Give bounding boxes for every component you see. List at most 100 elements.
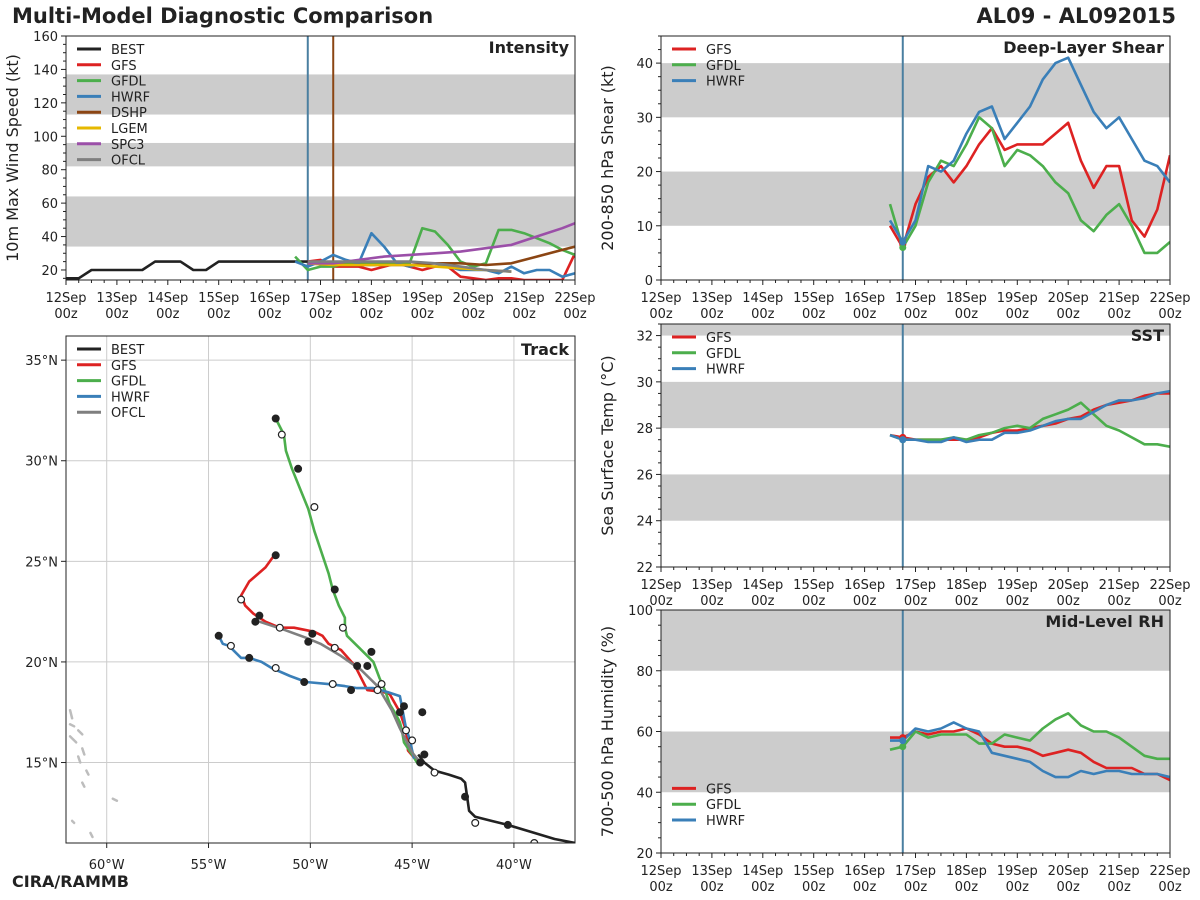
intensity-xtick-label: 00z: [411, 307, 435, 322]
track-position-marker: [402, 726, 411, 735]
credit-label: CIRA/RAMMB: [12, 872, 129, 891]
sst-xtick-label: 00z: [700, 594, 724, 609]
shear-xtick-label: 21Sep: [1099, 291, 1140, 306]
track-position-marker: [377, 680, 386, 689]
shear-xtick-label: 00z: [1158, 307, 1182, 322]
rh-xtick-label: 20Sep: [1048, 864, 1089, 879]
shear-xtick-label: 16Sep: [844, 291, 885, 306]
sst-xtick-label: 00z: [853, 594, 877, 609]
intensity-series-best: [66, 260, 308, 280]
sst-legend-label: GFDL: [706, 347, 742, 362]
intensity-xtick-label: 00z: [512, 307, 536, 322]
sst-ytick-label: 26: [636, 468, 653, 483]
rh-xtick-label: 00z: [1057, 880, 1081, 895]
track-title: Track: [521, 340, 569, 359]
track-legend-label: BEST: [111, 343, 144, 358]
rh-xtick-label: 22Sep: [1149, 864, 1190, 879]
rh-series-gfdl: [889, 711, 1170, 761]
intensity-xtick-label: 16Sep: [249, 291, 290, 306]
intensity-series-ofcl: [307, 260, 512, 273]
track-position-marker: [300, 678, 309, 687]
intensity-xtick-label: 21Sep: [504, 291, 545, 306]
intensity-legend-label: HWRF: [111, 90, 150, 105]
track-position-marker: [255, 611, 264, 620]
track-position-marker: [271, 551, 280, 560]
sst-xtick-label: 17Sep: [895, 578, 936, 593]
track-xtick-label: 45°W: [394, 858, 430, 873]
track-position-marker: [304, 637, 313, 646]
storm-id: AL09 - AL092015: [976, 4, 1177, 28]
shear-xtick-label: 19Sep: [997, 291, 1038, 306]
sst-xtick-label: 15Sep: [793, 578, 834, 593]
rh-xtick-label: 00z: [853, 880, 877, 895]
intensity-xtick-label: 00z: [54, 307, 78, 322]
shear-band: [661, 63, 1170, 118]
shear-series-hwrf: [888, 56, 1170, 244]
shear-marker-gfdl: [899, 243, 907, 251]
intensity-xtick-label: 00z: [563, 307, 587, 322]
intensity-ytick-label: 60: [41, 197, 58, 212]
sst-xtick-label: 18Sep: [946, 578, 987, 593]
shear-xtick-label: 00z: [1057, 307, 1081, 322]
intensity-ylabel: 10m Max Wind Speed (kt): [3, 54, 22, 262]
sst-ylabel: Sea Surface Temp (°C): [598, 355, 617, 535]
track-coastline: [76, 755, 82, 764]
track-position-marker: [408, 736, 417, 745]
shear-xtick-label: 20Sep: [1048, 291, 1089, 306]
shear-legend-label: GFDL: [706, 59, 742, 74]
shear-xtick-label: 00z: [853, 307, 877, 322]
track-ytick-label: 15°N: [25, 757, 58, 772]
track-coastline: [68, 723, 76, 728]
track-coastline: [81, 781, 86, 788]
rh-xtick-label: 00z: [1006, 880, 1030, 895]
track-position-marker: [214, 631, 223, 640]
track-coastline: [89, 831, 94, 839]
rh-xtick-label: 12Sep: [640, 864, 681, 879]
shear-xtick-label: 00z: [700, 307, 724, 322]
track-series-gfs: [239, 552, 420, 764]
shear-ytick-label: 30: [636, 111, 653, 126]
rh-xtick-label: 00z: [649, 880, 673, 895]
sst-xtick-label: 00z: [751, 594, 775, 609]
rh-ytick-label: 60: [636, 726, 653, 741]
track-position-marker: [294, 464, 303, 473]
intensity-legend-label: BEST: [111, 43, 144, 58]
track-coastline: [85, 769, 90, 776]
intensity-xtick-label: 00z: [258, 307, 282, 322]
track-coastline: [111, 797, 119, 802]
shear-xtick-label: 13Sep: [691, 291, 732, 306]
track-position-marker: [277, 430, 286, 439]
rh-band: [661, 610, 1170, 671]
sst-ytick-label: 22: [636, 561, 653, 576]
track-xtick-label: 50°W: [292, 858, 328, 873]
track-position-marker: [471, 818, 480, 827]
intensity-xtick-label: 00z: [462, 307, 486, 322]
shear-xtick-label: 17Sep: [895, 291, 936, 306]
shear-ytick-label: 20: [636, 166, 653, 181]
intensity-legend-label: GFDL: [111, 75, 147, 90]
intensity-panel: 2040608010012014016012Sep00z13Sep00z14Se…: [3, 30, 596, 322]
intensity-ytick-label: 40: [41, 231, 58, 246]
sst-band: [661, 381, 1170, 429]
sst-xtick-label: 21Sep: [1099, 578, 1140, 593]
track-position-marker: [416, 758, 425, 767]
track-position-marker: [226, 641, 235, 650]
page-title: Multi-Model Diagnostic Comparison: [12, 4, 434, 28]
rh-ytick-label: 80: [636, 665, 653, 680]
shear-xtick-label: 18Sep: [946, 291, 987, 306]
shear-panel: 01020304012Sep00z13Sep00z14Sep00z15Sep00…: [598, 35, 1191, 322]
sst-xtick-label: 00z: [802, 594, 826, 609]
track-legend-label: HWRF: [111, 390, 150, 405]
rh-xtick-label: 00z: [1107, 880, 1131, 895]
track-xtick-label: 55°W: [191, 858, 227, 873]
track-xtick-label: 60°W: [89, 858, 125, 873]
rh-ylabel: 700-500 hPa Humidity (%): [598, 626, 617, 837]
track-position-marker: [353, 661, 362, 670]
track-position-marker: [308, 629, 317, 638]
rh-xtick-label: 18Sep: [946, 864, 987, 879]
rh-xtick-label: 00z: [802, 880, 826, 895]
intensity-xtick-label: 00z: [105, 307, 129, 322]
shear-ylabel: 200-850 hPa Shear (kt): [598, 65, 617, 251]
sst-ytick-label: 28: [636, 422, 653, 437]
sst-xtick-label: 16Sep: [844, 578, 885, 593]
